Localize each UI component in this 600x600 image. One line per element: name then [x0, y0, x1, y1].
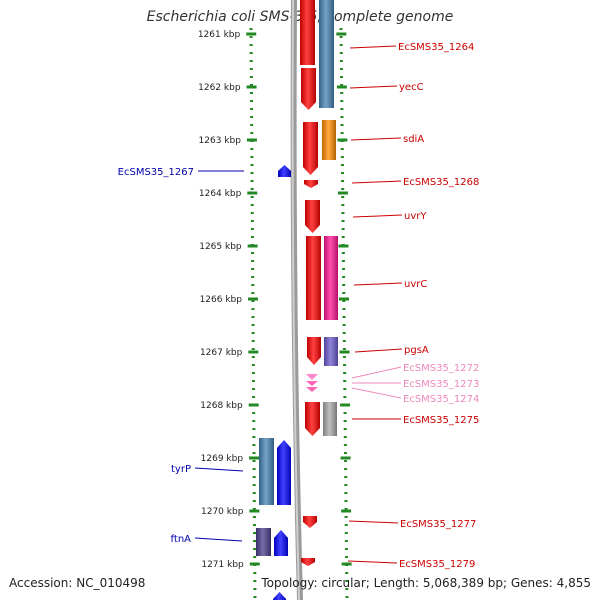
gene-block-ecsms35-1279[interactable] [301, 558, 315, 566]
gene-leader-line [349, 45, 397, 49]
gene-leader-line [352, 214, 403, 218]
ruler-label: 1271 kbp [201, 560, 244, 570]
gene-leader-line [351, 366, 402, 379]
gene-label[interactable]: yecC [399, 82, 424, 93]
gene-leader-line [348, 520, 399, 524]
ruler-label: 1263 kbp [199, 136, 242, 146]
ruler-line-left [249, 27, 257, 600]
genome-summary: Topology: circular; Length: 5,068,389 bp… [261, 576, 591, 590]
gene-label[interactable]: EcSMS35_1264 [398, 42, 474, 53]
gene-leader-line [351, 387, 402, 399]
gene-label[interactable]: sdiA [403, 134, 424, 145]
genome-backbone [290, 0, 303, 600]
gene-block-ecsms35-1264[interactable] [300, 0, 315, 65]
gene-leader-line [350, 137, 402, 141]
gene-label[interactable]: EcSMS35_1274 [403, 394, 479, 405]
gene-label[interactable]: pgsA [404, 345, 429, 356]
gene-block-tyrp-b[interactable] [277, 440, 291, 505]
ruler-label: 1266 kbp [200, 295, 243, 305]
accession-text: Accession: NC_010498 [9, 576, 146, 590]
gene-label[interactable]: uvrC [404, 279, 427, 290]
gene-block-ecsms35-1273[interactable] [306, 381, 318, 386]
gene-block-ecsms35-1272[interactable] [306, 374, 318, 380]
gene-block-ecsms35-1274[interactable] [306, 387, 318, 392]
gene-leader-line [347, 560, 398, 564]
gene-block-pgsa-b[interactable] [324, 337, 338, 366]
gene-block-ftna[interactable] [256, 528, 271, 556]
gene-block-ecsms35-1264-b[interactable] [301, 68, 316, 110]
ruler-label: 1268 kbp [200, 401, 243, 411]
ruler-label: 1265 kbp [199, 242, 242, 252]
gene-leader-line [194, 537, 243, 542]
gene-label[interactable]: EcSMS35_1267 [118, 167, 194, 178]
gene-block-extra[interactable] [273, 592, 286, 600]
ruler-line-right [339, 27, 349, 600]
gene-block-tyrp[interactable] [259, 438, 274, 505]
gene-leader-line [351, 180, 402, 184]
ruler-label: 1264 kbp [199, 189, 242, 199]
ruler-label: 1262 kbp [198, 83, 241, 93]
ruler-label: 1269 kbp [201, 454, 244, 464]
gene-leader-line [354, 348, 403, 353]
gene-block-ecsms35-1275[interactable] [305, 402, 320, 436]
gene-label[interactable]: ftnA [171, 534, 192, 545]
gene-label[interactable]: EcSMS35_1279 [399, 559, 475, 570]
gene-block-ecsms35-1267[interactable] [278, 165, 291, 177]
gene-block-yecc[interactable] [319, 0, 334, 108]
gene-block-uvry[interactable] [305, 200, 320, 233]
gene-block-uvrc-b[interactable] [324, 236, 338, 320]
ruler-label: 1267 kbp [200, 348, 243, 358]
gene-label[interactable]: EcSMS35_1268 [403, 177, 479, 188]
ruler-label: 1270 kbp [201, 507, 244, 517]
gene-label[interactable]: tyrP [171, 464, 191, 475]
ruler-label: 1261 kbp [198, 30, 241, 40]
gene-leader-line [194, 467, 244, 472]
gene-leader-line [349, 85, 398, 89]
gene-block-uvrc[interactable] [306, 236, 321, 320]
gene-label[interactable]: EcSMS35_1275 [403, 415, 479, 426]
gene-label[interactable]: uvrY [404, 211, 427, 222]
gene-leader-line [353, 282, 403, 286]
gene-block-ecsms35-1268[interactable] [304, 180, 318, 188]
gene-block-ecsms35-1275-b[interactable] [323, 402, 337, 436]
gene-label[interactable]: EcSMS35_1273 [403, 379, 479, 390]
gene-block-ecsms35-1277[interactable] [303, 516, 317, 528]
gene-block-sdia[interactable] [303, 122, 318, 175]
gene-label[interactable]: EcSMS35_1272 [403, 363, 479, 374]
gene-block-sdia-b[interactable] [322, 120, 336, 160]
gene-block-ftna-b[interactable] [274, 530, 288, 556]
gene-block-pgsa[interactable] [307, 337, 321, 365]
gene-label[interactable]: EcSMS35_1277 [400, 519, 476, 530]
